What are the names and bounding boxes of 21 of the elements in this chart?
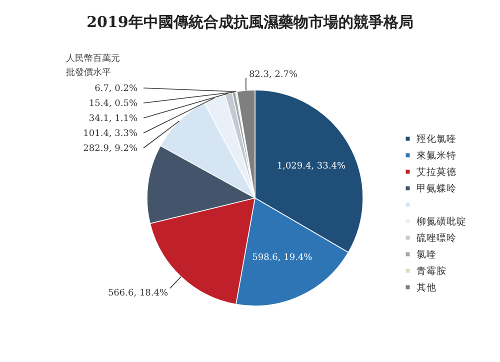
data-label: 6.7, 0.2% (94, 84, 138, 94)
legend-label: 來氟米特 (416, 149, 456, 162)
legend-label: 硫唑嘌呤 (416, 232, 456, 244)
data-label: 82.3, 2.7% (248, 70, 298, 80)
legend-label: 羥化氯喹 (416, 132, 456, 145)
data-label: 598.6, 19.4% (252, 252, 313, 263)
text: 人民幣百萬元 (66, 53, 120, 64)
legend-label: 艾拉莫德 (416, 166, 456, 178)
legend-label: 青霉胺 (416, 264, 446, 277)
legend-label: 其他 (416, 281, 436, 294)
legend-label: 甲氨蝶呤 (416, 182, 456, 194)
data-label: 566.6, 18.4% (108, 288, 168, 298)
data-label: 1,029.4, 33.4% (276, 162, 346, 172)
data-label: 34.1, 1.1% (88, 114, 138, 124)
data-label: 282.9, 9.2% (83, 144, 138, 154)
legend-label: 氯喹 (416, 248, 436, 260)
chart-title: 2019年中國傳統合成抗風濕藥物市場的競爭格局 (86, 13, 414, 31)
legend-label: 柳氮磺吡啶 (416, 215, 466, 228)
text: 批發價水平 (66, 67, 111, 78)
data-label: 101.4, 3.3% (83, 129, 138, 139)
data-label: 15.4, 0.5% (88, 99, 138, 109)
